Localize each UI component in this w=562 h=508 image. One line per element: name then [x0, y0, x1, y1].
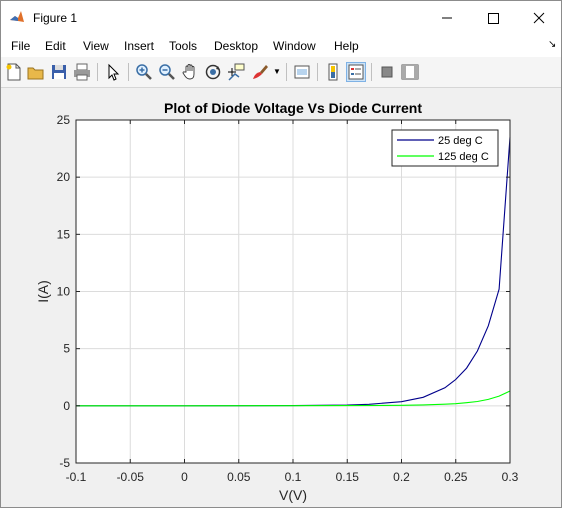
- legend-label-25: 25 deg C: [438, 135, 483, 147]
- maximize-button[interactable]: [470, 1, 516, 35]
- title-bar[interactable]: Figure 1: [1, 1, 561, 35]
- zoom-in-icon[interactable]: [135, 63, 153, 81]
- y-tick-label: 5: [63, 342, 70, 356]
- toolbar-separator: [128, 63, 129, 81]
- close-icon: [533, 12, 545, 24]
- menu-help[interactable]: Help: [334, 39, 359, 53]
- brush-dropdown-arrow-icon[interactable]: ▼: [273, 67, 281, 76]
- plot-svg: -0.1 -0.05 0 0.05 0.1 0.15 0.2 0.25 0.3 -5 0 5 10 15 2…: [35, 100, 519, 503]
- x-tick-label: 0.2: [393, 470, 410, 484]
- x-tick-label: -0.1: [66, 470, 87, 484]
- pan-hand-icon[interactable]: [181, 63, 199, 81]
- maximize-icon: [488, 13, 499, 24]
- hide-plot-tools-icon[interactable]: [378, 63, 396, 81]
- minimize-button[interactable]: [424, 1, 470, 35]
- y-tick-label: 20: [57, 170, 71, 184]
- insert-colorbar-icon[interactable]: [324, 63, 342, 81]
- menu-window[interactable]: Window: [273, 39, 316, 53]
- y-axis-label: I(A): [35, 280, 51, 303]
- x-tick-label: 0: [181, 470, 188, 484]
- rotate-3d-icon[interactable]: [204, 63, 222, 81]
- figure-canvas: -0.1 -0.05 0 0.05 0.1 0.15 0.2 0.25 0.3 -5 0 5 10 15 2…: [1, 88, 561, 507]
- dock-arrow-icon[interactable]: ↘: [548, 39, 557, 50]
- menu-bar: File Edit View Insert Tools Desktop Wind…: [1, 35, 561, 57]
- show-plot-tools-icon[interactable]: [401, 63, 419, 81]
- x-tick-label: 0.05: [227, 470, 251, 484]
- menu-view[interactable]: View: [83, 39, 109, 53]
- legend-label-125: 125 deg C: [438, 151, 489, 163]
- x-tick-label: 0.3: [502, 470, 519, 484]
- chart-title: Plot of Diode Voltage Vs Diode Current: [164, 100, 422, 116]
- insert-legend-icon[interactable]: [346, 62, 366, 82]
- brush-icon[interactable]: [251, 63, 269, 81]
- new-figure-icon[interactable]: [5, 63, 23, 81]
- legend[interactable]: 25 deg C 125 deg C: [391, 129, 499, 167]
- menu-tools[interactable]: Tools: [169, 39, 198, 53]
- menu-desktop[interactable]: Desktop: [214, 39, 259, 53]
- link-plot-icon[interactable]: [293, 63, 311, 81]
- series-lines: [76, 137, 511, 407]
- minimize-icon: [442, 17, 452, 19]
- figure-toolbar: ▼: [1, 57, 561, 88]
- close-button[interactable]: [516, 1, 562, 35]
- matlab-icon: [10, 11, 24, 22]
- toolbar-separator: [371, 63, 372, 81]
- toolbar-separator: [286, 63, 287, 81]
- print-icon[interactable]: [73, 63, 91, 81]
- save-icon[interactable]: [50, 63, 68, 81]
- menu-insert[interactable]: Insert: [124, 39, 155, 53]
- toolbar-separator: [97, 63, 98, 81]
- y-tick-label: 0: [63, 399, 70, 413]
- menu-file[interactable]: File: [11, 39, 31, 53]
- toolbar-separator: [317, 63, 318, 81]
- x-tick-label: 0.15: [336, 470, 360, 484]
- series-125-deg-line[interactable]: [76, 390, 511, 407]
- y-tick-label: 15: [57, 227, 71, 241]
- y-tick-label: 10: [57, 285, 71, 299]
- data-cursor-icon[interactable]: [227, 63, 245, 81]
- edit-plot-arrow-icon[interactable]: [104, 63, 122, 81]
- window-title: Figure 1: [33, 11, 78, 25]
- zoom-out-icon[interactable]: [158, 63, 176, 81]
- x-axis-label: V(V): [279, 487, 307, 503]
- y-tick-label: 25: [57, 113, 71, 127]
- axis-ticks: -0.1 -0.05 0 0.05 0.1 0.15 0.2 0.25 0.3 -5 0 5 10 15 2…: [57, 113, 519, 484]
- legend-box: [391, 129, 499, 167]
- open-file-icon[interactable]: [27, 63, 45, 81]
- y-tick-label: -5: [59, 456, 70, 470]
- x-tick-label: -0.05: [117, 470, 145, 484]
- x-tick-label: 0.25: [444, 470, 468, 484]
- menu-edit[interactable]: Edit: [45, 39, 66, 53]
- x-tick-label: 0.1: [285, 470, 302, 484]
